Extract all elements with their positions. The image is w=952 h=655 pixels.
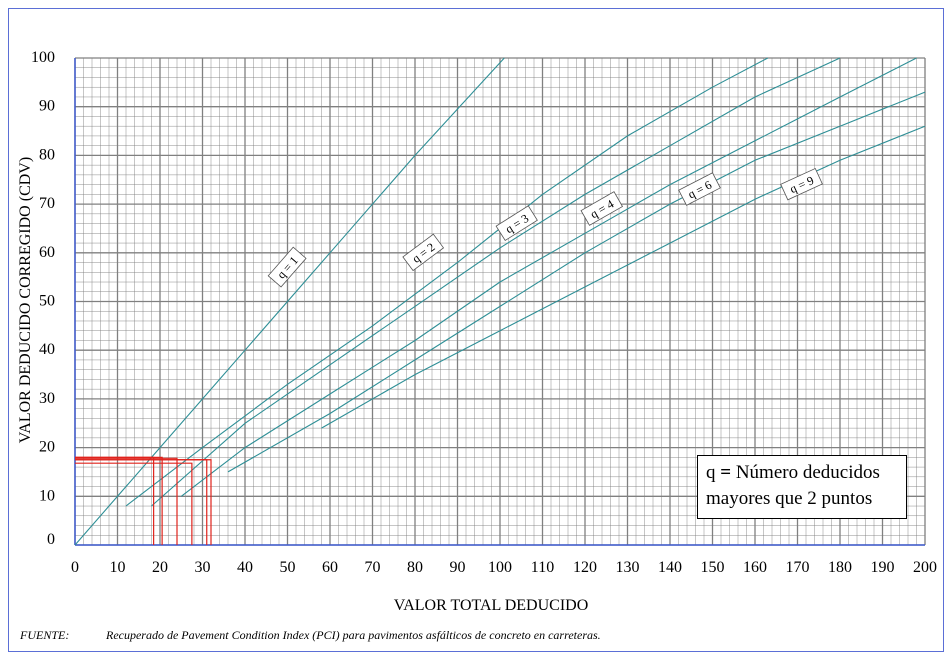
curve-label: q = 4 (580, 191, 624, 226)
curve-q6 (227, 91, 926, 473)
curve-label: q = 6 (678, 172, 721, 206)
y-tick-label: 40 (39, 341, 55, 358)
x-tick-label: 60 (322, 559, 338, 576)
x-tick-label: 30 (195, 559, 211, 576)
x-axis-title: VALOR TOTAL DEDUCIDO (394, 597, 589, 614)
x-tick-label: 180 (828, 559, 852, 576)
source-label: FUENTE: (20, 628, 70, 642)
legend-note-line-1: q = Número deducidos (706, 460, 898, 486)
curve-q1 (74, 57, 505, 546)
curve-label-box (580, 191, 624, 226)
curve-label: q = 3 (495, 205, 538, 242)
x-tick-label: 100 (488, 559, 512, 576)
y-tick-label: 20 (39, 439, 55, 456)
chart-frame (8, 8, 944, 652)
x-tick-label: 20 (152, 559, 168, 576)
curve-label: q = 2 (402, 233, 445, 272)
legend-note-line-2: mayores que 2 puntos (706, 488, 873, 509)
curve-label-box (267, 246, 307, 288)
highlight-line (75, 462, 193, 545)
legend-note-q: q (706, 462, 716, 483)
x-tick-label: 130 (616, 559, 640, 576)
curves (74, 57, 926, 546)
x-tick-label: 50 (280, 559, 296, 576)
y-tick-label: 0 (47, 531, 55, 548)
y-tick-label: 100 (31, 49, 55, 66)
curve-q2 (125, 57, 769, 507)
x-tick-label: 110 (531, 559, 554, 576)
highlight-lines (75, 456, 212, 545)
highlight-line (75, 457, 178, 545)
highlight-line (75, 459, 208, 545)
y-tick-label: 10 (39, 487, 55, 504)
curve-label-box (780, 167, 823, 201)
x-tick-label: 190 (871, 559, 895, 576)
x-tick-label: 120 (573, 559, 597, 576)
x-tick-label: 150 (701, 559, 725, 576)
x-tick-label: 10 (110, 559, 126, 576)
major-grid (74, 57, 926, 546)
source-text: Recuperado de Pavement Condition Index (… (106, 628, 601, 642)
x-tick-label: 160 (743, 559, 767, 576)
curve-q9 (321, 125, 926, 429)
y-tick-label: 60 (39, 244, 55, 261)
x-tick-label: 90 (450, 559, 466, 576)
curve-q3 (151, 57, 841, 507)
x-tick-label: 70 (365, 559, 381, 576)
y-axis-title: VALOR DEDUCIDO CORREGIDO (CDV) (17, 157, 34, 443)
highlight-line (75, 459, 212, 545)
legend-note: q = Número deducidos mayores que 2 punto… (697, 455, 907, 519)
legend-note-equals: = (715, 462, 736, 483)
y-tick-label: 80 (39, 146, 55, 163)
y-tick-label: 50 (39, 293, 55, 310)
curve-label-box (402, 233, 445, 272)
x-tick-label: 0 (71, 559, 79, 576)
y-tick-label: 30 (39, 390, 55, 407)
legend-note-text-1: Número deducidos (735, 462, 880, 483)
x-tick-label: 80 (407, 559, 423, 576)
curve-q4 (180, 57, 917, 497)
curve-label-box (678, 172, 721, 206)
y-tick-label: 90 (39, 98, 55, 115)
curve-label-box (495, 205, 538, 242)
x-tick-labels: 0 10 20 30 40 50 60 70 80 90 100 110 120 130 140 150 160… (71, 559, 937, 576)
highlight-line (75, 456, 163, 545)
x-tick-label: 40 (237, 559, 253, 576)
y-tick-label: 70 (39, 195, 55, 212)
x-tick-label: 140 (658, 559, 682, 576)
source-note: FUENTE: Recuperado de Pavement Condition … (20, 628, 601, 643)
x-tick-label: 200 (913, 559, 937, 576)
x-tick-label: 170 (786, 559, 810, 576)
curve-label: q = 9 (780, 167, 823, 201)
y-tick-labels: 0 10 20 30 40 50 60 70 80 90 100 (31, 49, 55, 548)
